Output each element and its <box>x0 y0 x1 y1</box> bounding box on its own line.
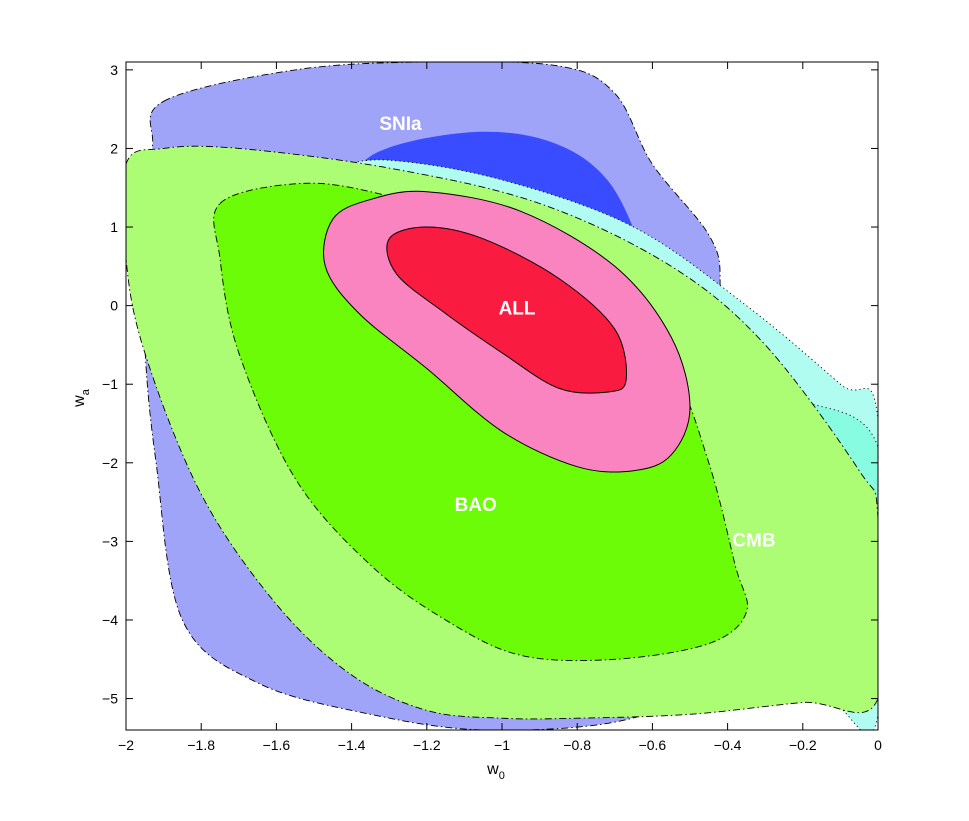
all-inner-contour <box>386 226 627 394</box>
region-labels: SNIa CMB BAO ALL <box>379 114 775 552</box>
contour-regions <box>126 62 878 730</box>
label-all: ALL <box>499 299 536 320</box>
x-tick-label: −0.8 <box>563 737 591 753</box>
y-tick-label: 3 <box>110 62 118 78</box>
x-axis-label-sub: 0 <box>499 770 505 782</box>
y-axis-label-sub: a <box>80 388 92 395</box>
y-tick-label: 2 <box>110 140 118 156</box>
x-axis-label-main: w <box>486 761 499 778</box>
label-bao: BAO <box>455 495 497 516</box>
x-tick-label: −0.6 <box>639 737 667 753</box>
label-cmb: CMB <box>732 530 775 551</box>
region-bao <box>126 145 878 720</box>
y-axis-label-main: w <box>71 395 88 408</box>
x-tick-label: 0 <box>874 737 882 753</box>
x-tick-label: −0.4 <box>714 737 742 753</box>
y-tick-label: −3 <box>102 533 118 549</box>
y-tick-label: −5 <box>102 691 118 707</box>
region-all <box>323 190 691 473</box>
y-tick-label: −1 <box>102 376 118 392</box>
x-tick-label: −1.4 <box>338 737 366 753</box>
y-tick-label: −4 <box>102 612 118 628</box>
x-tick-label: −1 <box>494 737 510 753</box>
x-tick-label: −0.2 <box>789 737 817 753</box>
x-tick-label: −2 <box>118 737 134 753</box>
x-tick-label: −1.2 <box>413 737 441 753</box>
y-tick-label: 0 <box>110 298 118 314</box>
y-axis-label: wa <box>71 388 92 408</box>
x-axis-label: w0 <box>486 761 505 782</box>
axis-ticks: −2 −1.8 −1.6 −1.4 −1.2 −1 −0.8 −0.6 −0.4 −0.2 0 3 2 1… <box>102 62 882 753</box>
bao-inner-contour <box>213 182 748 662</box>
label-snia: SNIa <box>379 114 422 135</box>
x-tick-label: −1.8 <box>187 737 215 753</box>
x-tick-label: −1.6 <box>263 737 291 753</box>
y-tick-label: −2 <box>102 455 118 471</box>
y-tick-label: 1 <box>110 219 118 235</box>
